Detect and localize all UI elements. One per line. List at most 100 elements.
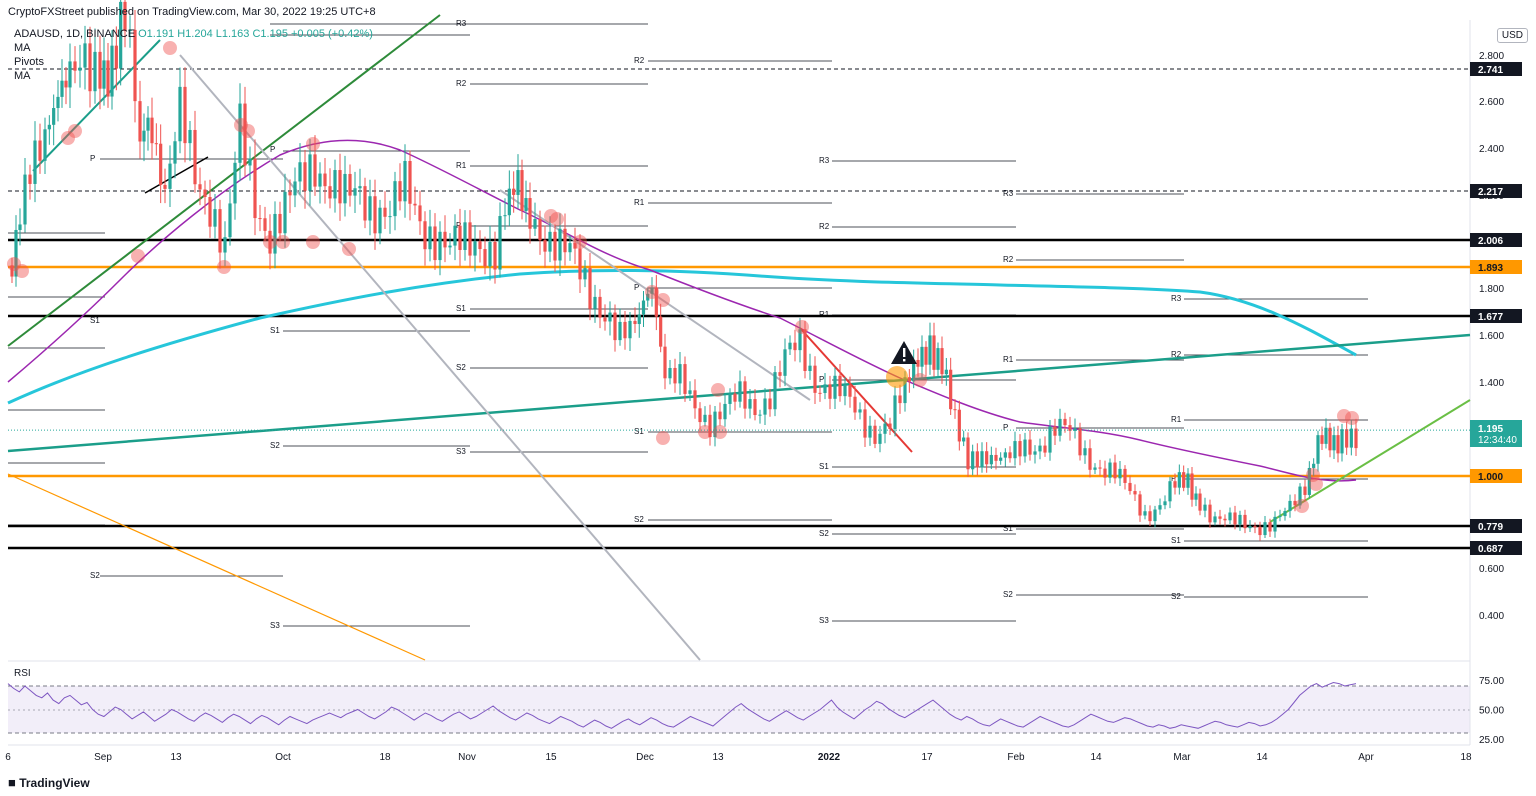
candle-body: [498, 216, 502, 270]
pivot-label: S1: [1171, 536, 1181, 545]
published-header: CryptoFXStreet published on TradingView.…: [8, 6, 376, 18]
main-pane[interactable]: [8, 20, 1470, 660]
candle-body: [488, 241, 492, 267]
time-tick-label: 14: [1256, 752, 1268, 763]
candle-body: [1273, 516, 1277, 532]
candle-body: [924, 346, 928, 365]
candle-body: [733, 393, 737, 402]
touch-marker: [234, 118, 248, 132]
candle-body: [353, 188, 357, 196]
time-tick-label: Nov: [458, 752, 476, 763]
candle-body: [348, 173, 352, 196]
level-tag-bg: [1470, 519, 1522, 533]
candle-body: [343, 173, 347, 204]
candle-body: [693, 390, 697, 409]
candle-body: [932, 335, 936, 370]
candle-body: [483, 249, 487, 267]
last-price-tag-bg: [1470, 420, 1522, 447]
pivot-label: S2: [90, 571, 100, 580]
time-tick-label: Apr: [1358, 752, 1374, 763]
candle-body: [64, 80, 68, 88]
candle-body: [243, 103, 247, 166]
candle-body: [18, 224, 22, 230]
legend-indicator-pivots[interactable]: Pivots: [14, 56, 44, 68]
candle-body: [818, 392, 822, 394]
candle-body: [56, 96, 60, 109]
legend-symbol[interactable]: ADAUSD, 1D, BINANCE O1.191 H1.204 L1.163…: [14, 28, 373, 40]
key-levels[interactable]: 2.741 2.217 2.006 1.893 1.677 1.000 0.779 0.687: [8, 62, 1522, 555]
price-tick-label: 1.800: [1479, 284, 1504, 295]
candle-body: [1349, 428, 1353, 448]
candle-body: [748, 399, 752, 409]
candle-body: [558, 228, 562, 261]
candle-body: [788, 342, 792, 350]
level-tag-label: 2.217: [1478, 187, 1503, 198]
touch-marker: [550, 212, 564, 226]
candle-body: [703, 414, 707, 423]
touch-markers: [7, 41, 1359, 513]
candle-body: [1228, 512, 1232, 521]
candle-body: [1336, 435, 1340, 454]
candle-body: [253, 158, 257, 219]
candle-body: [146, 117, 150, 131]
candle-body: [683, 364, 687, 394]
candles[interactable]: [10, 0, 1358, 541]
candle-body: [493, 241, 497, 270]
rsi-label: RSI: [14, 668, 31, 679]
candle-body: [1133, 491, 1137, 495]
candle-body: [128, 29, 132, 32]
candle-body: [102, 60, 106, 89]
candle-body: [763, 398, 767, 415]
candle-body: [743, 381, 747, 409]
pivot-label: R1: [1171, 415, 1182, 424]
candle-body: [916, 359, 920, 367]
candle-body: [1293, 500, 1297, 506]
candle-body: [138, 101, 142, 142]
time-axis[interactable]: 6 Sep 13 Oct 18 Nov 15 Dec 13 2022 17 Feb 14 Mar 14 Apr…: [5, 752, 1472, 763]
level-tag-bg: [1470, 233, 1522, 247]
last-price-tag[interactable]: 1.195 12:34:40: [1470, 420, 1522, 447]
ma-50-line: [7, 139, 1357, 482]
candle-body: [989, 454, 993, 465]
candle-body: [773, 372, 777, 410]
candle-body: [10, 265, 14, 277]
candle-body: [723, 403, 727, 420]
candle-body: [1190, 473, 1194, 500]
touch-marker: [573, 235, 587, 249]
candle-body: [971, 451, 975, 470]
candle-body: [323, 173, 327, 187]
pivot-label: R3: [456, 19, 467, 28]
candle-body: [738, 381, 742, 402]
candle-body: [953, 409, 957, 411]
rsi-tick-label: 50.00: [1479, 706, 1504, 717]
legend-indicator-ma-2[interactable]: MA: [14, 70, 31, 82]
pivot-label: R3: [1003, 189, 1014, 198]
candle-body: [110, 45, 114, 97]
candle-body: [853, 396, 857, 413]
candle-body: [588, 268, 592, 309]
tradingview-logo[interactable]: ■ TradingView: [8, 775, 90, 790]
candle-body: [1203, 504, 1207, 511]
candle-body: [1068, 425, 1072, 431]
candle-body: [1058, 418, 1062, 436]
candle-body: [93, 51, 97, 92]
candle-body: [60, 80, 64, 97]
price-axis[interactable]: 2.8002.6002.4002.2001.8001.6001.4001.000…: [1479, 51, 1504, 622]
legend-indicator-ma[interactable]: MA: [14, 42, 31, 54]
candle-body: [453, 225, 457, 246]
candle-body: [213, 209, 217, 227]
candle-body: [303, 162, 307, 191]
touch-marker: [1306, 468, 1320, 482]
candle-body: [183, 86, 187, 144]
rsi-axis[interactable]: 75.00 50.00 25.00: [1479, 676, 1504, 746]
pivot-label: S1: [90, 316, 100, 325]
currency-button[interactable]: USD: [1496, 28, 1528, 43]
green-trendline-2: [1269, 399, 1471, 523]
candle-body: [333, 170, 337, 199]
candle-body: [524, 198, 528, 211]
candle-body: [843, 385, 847, 397]
candle-body: [1345, 429, 1349, 448]
candle-body: [868, 425, 872, 438]
candle-body: [1038, 445, 1042, 452]
